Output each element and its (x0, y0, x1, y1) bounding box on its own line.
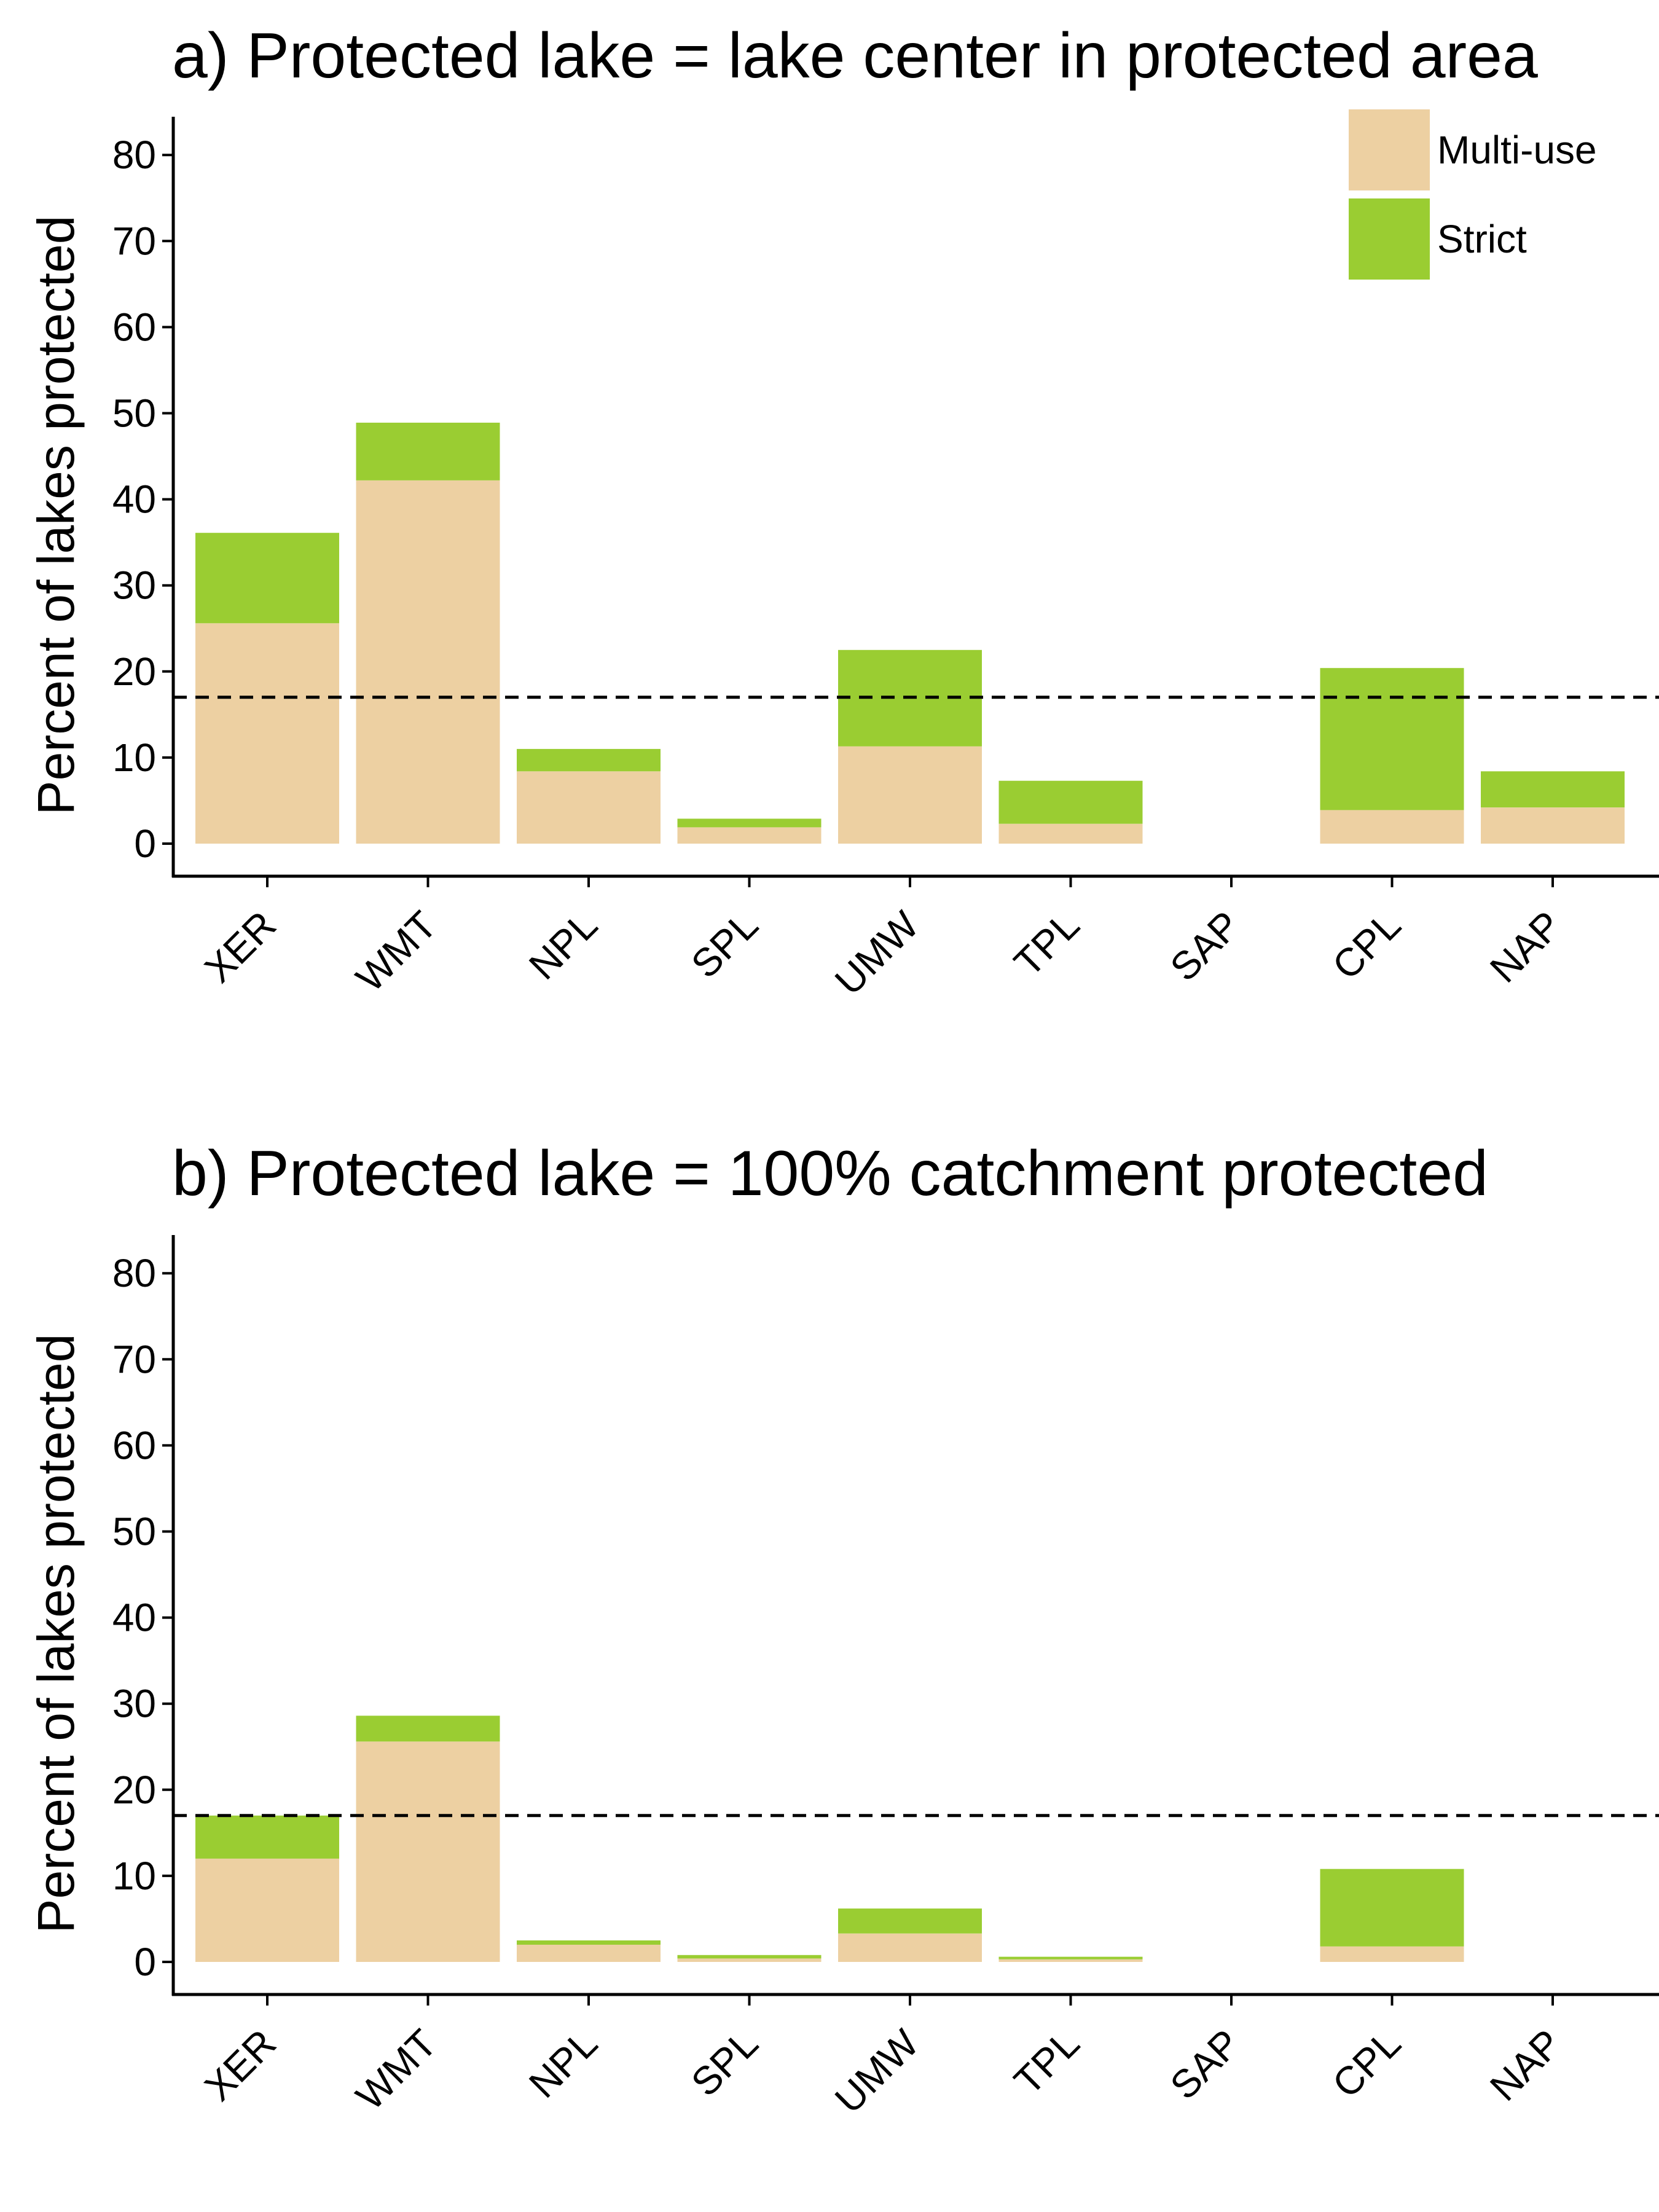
panel-a-x-tick-label-wmt: WMT (347, 903, 445, 1000)
panel-b-y-tick-label: 20 (112, 1768, 156, 1812)
legend-label-strict: Strict (1437, 217, 1527, 261)
panel-a-y-tick-label: 20 (112, 649, 156, 694)
panel-b-bar-tpl-multi-use (998, 1959, 1143, 1962)
panel-a-bar-spl-multi-use (677, 827, 822, 844)
panel-b-y-tick-label: 60 (112, 1423, 156, 1467)
panel-b-bar-spl-multi-use (677, 1958, 822, 1962)
panel-b-x-tick-label-sap: SAP (1161, 2021, 1248, 2108)
panel-a-y-tick-label: 80 (112, 133, 156, 177)
panel-b-bar-wmt-multi-use (356, 1741, 500, 1962)
panel-a-bar-npl-strict (517, 748, 661, 772)
panel-b-y-tick-label: 30 (112, 1682, 156, 1726)
panel-b-bar-npl-strict (517, 1940, 661, 1945)
panel-b-x-tick-label-nap: NAP (1481, 2021, 1570, 2109)
panel-a-y-tick-label: 60 (112, 305, 156, 349)
panel-a-title: a) Protected lake = lake center in prote… (172, 20, 1538, 92)
panel-b-x-tick-label-spl: SPL (683, 2021, 766, 2104)
panel-b-bar-npl-multi-use (517, 1945, 661, 1962)
legend-swatch-multi-use (1349, 109, 1430, 190)
panel-a-y-tick-label: 40 (112, 477, 156, 522)
panel-a-bar-xer-strict (195, 533, 339, 624)
panel-b-y-tick-label: 70 (112, 1337, 156, 1381)
panel-a-bar-tpl-strict (998, 780, 1143, 824)
panel-a-bar-tpl-multi-use (998, 823, 1143, 844)
panel-a-x-tick-label-umw: UMW (826, 903, 927, 1003)
panel-b: b) Protected lake = 100% catchment prote… (27, 1138, 1659, 2122)
panel-b-bar-umw-strict (838, 1908, 982, 1934)
legend: Multi-use Strict (1349, 109, 1597, 280)
panel-a-x-tick-label-cpl: CPL (1324, 903, 1409, 988)
panel-a-x-tick-label-nap: NAP (1481, 903, 1570, 991)
panel-b-y-tick-label: 0 (134, 1940, 156, 1984)
panel-a-bar-nap-multi-use (1481, 807, 1625, 844)
panel-b-x-tick-label-xer: XER (196, 2021, 284, 2109)
panel-b-bar-cpl-strict (1320, 1869, 1464, 1947)
panel-a-x-tick-label-sap: SAP (1161, 903, 1248, 989)
panel-a-x-tick-label-npl: NPL (520, 903, 606, 988)
panel-b-x-tick-label-npl: NPL (520, 2021, 606, 2106)
panel-b-y-axis-title: Percent of lakes protected (27, 1334, 85, 1934)
panel-b-bar-xer-strict (195, 1815, 339, 1859)
panel-b-bar-xer-multi-use (195, 1858, 339, 1962)
panel-a-x-tick-label-spl: SPL (683, 903, 766, 986)
panel-b-x-tick-label-cpl: CPL (1324, 2021, 1409, 2106)
panel-a-bar-cpl-multi-use (1320, 810, 1464, 844)
panel-a-bar-nap-strict (1481, 771, 1625, 808)
panel-b-y-tick-label: 80 (112, 1251, 156, 1295)
panel-a-bar-cpl-strict (1320, 668, 1464, 810)
panel-b-x-tick-label-wmt: WMT (347, 2021, 445, 2119)
legend-label-multi-use: Multi-use (1437, 128, 1597, 172)
legend-swatch-strict (1349, 198, 1430, 280)
panel-b-y-tick-label: 50 (112, 1510, 156, 1554)
panel-b-bar-spl-strict (677, 1955, 822, 1959)
panel-a-bar-npl-multi-use (517, 771, 661, 844)
panel-a-y-tick-label: 50 (112, 391, 156, 436)
panel-a: a) Protected lake = lake center in prote… (27, 20, 1659, 1003)
panel-a-y-tick-label: 70 (112, 219, 156, 263)
panel-b-y-tick-label: 10 (112, 1854, 156, 1898)
panel-a-y-tick-label: 10 (112, 735, 156, 780)
panel-b-bar-umw-multi-use (838, 1933, 982, 1962)
panel-b-y-tick-label: 40 (112, 1596, 156, 1640)
panel-a-bar-spl-strict (677, 818, 822, 828)
panel-a-bar-xer-multi-use (195, 623, 339, 844)
panel-a-y-tick-label: 30 (112, 563, 156, 608)
panel-a-y-axis-title: Percent of lakes protected (27, 216, 85, 815)
panel-b-bar-wmt-strict (356, 1716, 500, 1742)
panel-a-x-tick-label-tpl: TPL (1005, 903, 1088, 985)
panel-a-y-tick-label: 0 (134, 822, 156, 866)
panel-a-bar-wmt-multi-use (356, 480, 500, 844)
panel-b-x-tick-label-tpl: TPL (1005, 2021, 1088, 2103)
panel-b-title: b) Protected lake = 100% catchment prote… (172, 1138, 1488, 1209)
panel-a-bar-wmt-strict (356, 422, 500, 480)
panel-b-bar-tpl-strict (998, 1956, 1143, 1959)
panel-b-bar-cpl-multi-use (1320, 1946, 1464, 1962)
panel-a-bar-umw-multi-use (838, 746, 982, 844)
panel-b-x-tick-label-umw: UMW (826, 2021, 927, 2122)
panel-a-x-tick-label-xer: XER (196, 903, 284, 991)
